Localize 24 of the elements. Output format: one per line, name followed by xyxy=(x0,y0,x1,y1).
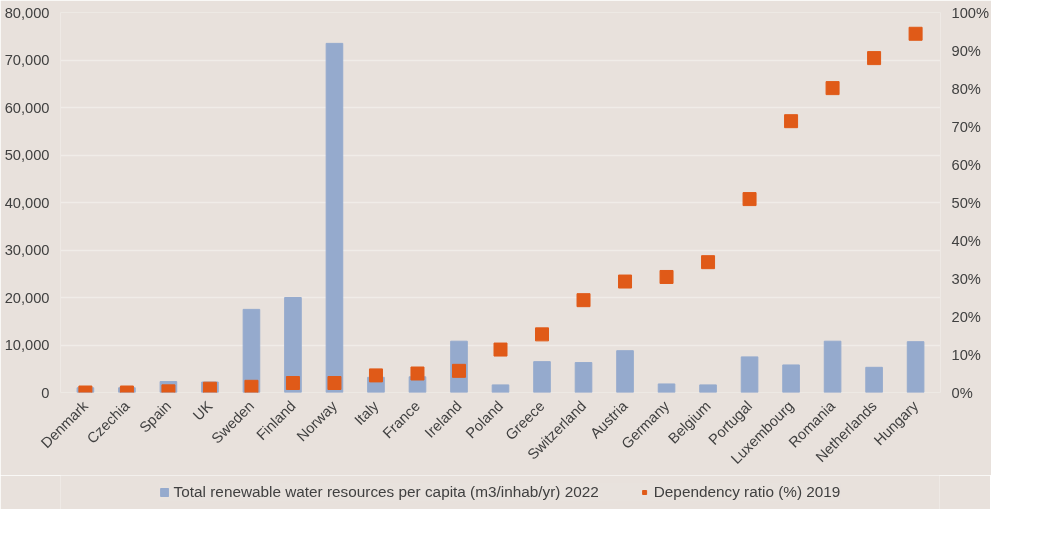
legend-label: Dependency ratio (%) 2019 xyxy=(653,483,841,501)
y-tick-label: 10,000 xyxy=(4,337,50,353)
y2-tick-label: 50% xyxy=(951,194,981,211)
y-tick-label: 80,000 xyxy=(4,4,50,21)
legend-label: Total renewable water resources per capita (m3/inhab/yr) 2022 xyxy=(173,483,599,501)
y2-tick-label: 60% xyxy=(951,156,981,173)
x-tick-label: Italy xyxy=(351,397,383,429)
y-tick-label: 0 xyxy=(41,384,50,401)
y2-tick-label: 30% xyxy=(951,270,981,287)
y2-tick-label: 10% xyxy=(951,346,981,363)
y-tick-label: 40,000 xyxy=(4,194,50,211)
y-tick-label: 50,000 xyxy=(4,147,50,163)
y-tick-label: 30,000 xyxy=(4,242,50,258)
y2-tick-label: 90% xyxy=(951,42,981,59)
y2-tick-label: 40% xyxy=(951,232,981,249)
y-tick-label: 60,000 xyxy=(4,99,50,116)
y2-tick-label: 0% xyxy=(951,384,973,401)
y-tick-label: 70,000 xyxy=(4,52,50,68)
y2-tick-label: 80% xyxy=(951,80,981,97)
y-tick-label: 20,000 xyxy=(4,289,50,306)
y2-tick-label: 100% xyxy=(951,4,989,21)
x-tick-label: UK xyxy=(189,397,216,424)
y2-tick-label: 20% xyxy=(951,308,981,325)
y2-tick-label: 70% xyxy=(951,118,981,135)
